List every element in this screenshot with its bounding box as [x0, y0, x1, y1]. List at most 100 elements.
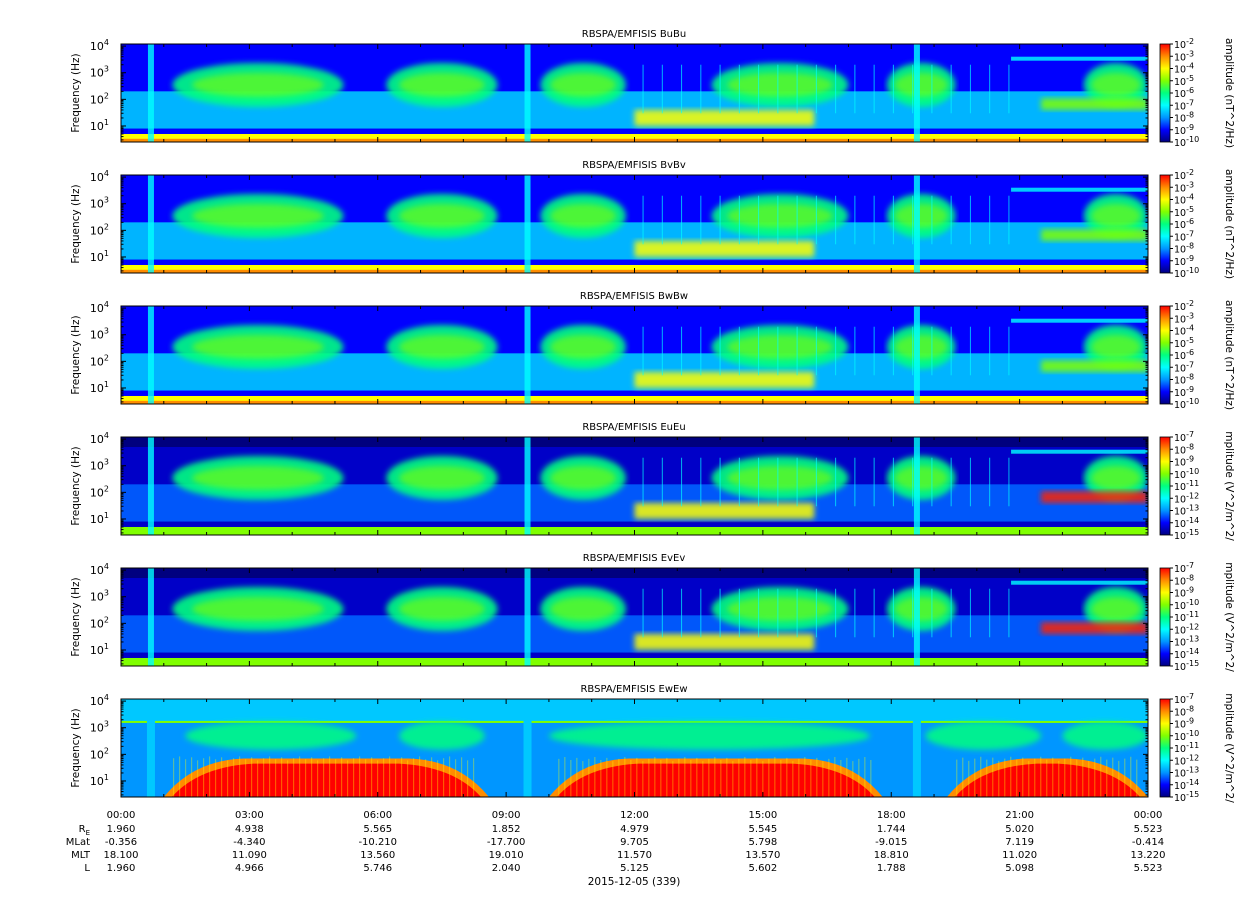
ephemeris-value: 5.523 [1134, 824, 1163, 835]
time-axis: 00:00 03:00 06:00 09:00 12:00 15:00 18:00 21:00… [107, 810, 1163, 821]
colorbar: 10-710-810-910-1010-1110-1210-1310-1410-… [1159, 561, 1235, 673]
ephemeris-value: 5.523 [1134, 863, 1163, 874]
panel-1: RBSPA/EMFISIS BvBv 101 102 103 104 Frequency … [70, 160, 1235, 280]
y-axis-label: Frequency (Hz) [70, 446, 82, 525]
panel-title: RBSPA/EMFISIS EuEu [582, 422, 685, 433]
ephemeris-row-label: RE [79, 824, 90, 837]
panel-3: RBSPA/EMFISIS EuEu 101 102 103 104 Frequency … [70, 422, 1235, 542]
spectrogram-image [121, 437, 1148, 535]
x-tick-label: 06:00 [363, 810, 392, 821]
ephemeris-value: 5.798 [749, 837, 778, 848]
colorbar: 10-210-310-410-510-610-710-810-910-10 amp… [1159, 168, 1235, 280]
ephemeris-value: 1.960 [107, 863, 136, 874]
colorbar-tick-label: 10-10 [1174, 266, 1199, 280]
colorbar-tick-label: 10-10 [1174, 135, 1199, 149]
colorbar: 10-710-810-910-1010-1110-1210-1310-1410-… [1159, 430, 1235, 542]
spectrogram-image [121, 306, 1148, 404]
ephemeris-value: 18.100 [104, 850, 139, 861]
x-tick-label: 00:00 [1134, 810, 1163, 821]
y-axis-label: Frequency (Hz) [70, 708, 82, 787]
y-tick-label: 103 [90, 196, 109, 211]
y-tick-label: 101 [90, 642, 109, 657]
colorbar-tick-label: 10-15 [1174, 528, 1199, 542]
ephemeris-value: 19.010 [489, 850, 524, 861]
ephemeris-value: -10.210 [358, 837, 397, 848]
ephemeris-value: 13.220 [1131, 850, 1166, 861]
ephemeris-value: 1.852 [492, 824, 521, 835]
y-tick-label: 101 [90, 249, 109, 264]
ephemeris-value: 1.960 [107, 824, 136, 835]
colorbar-label: mplitude (V^2/m^2/ [1223, 431, 1235, 541]
ephemeris-value: 5.602 [749, 863, 778, 874]
ephemeris-value: 2.040 [492, 863, 521, 874]
ephemeris-value: 5.098 [1005, 863, 1034, 874]
y-tick-label: 103 [90, 65, 109, 80]
y-tick-label: 104 [90, 562, 109, 577]
x-tick-label: 21:00 [1005, 810, 1034, 821]
y-tick-label: 102 [90, 222, 109, 237]
spectrogram-image [121, 699, 1148, 797]
y-axis-label: Frequency (Hz) [70, 315, 82, 394]
colorbar-label: mplitude (V^2/m^2/ [1223, 562, 1235, 672]
colorbar-tick-label: 10-15 [1174, 790, 1199, 804]
ephemeris-row-label: MLat [66, 837, 90, 848]
colorbar-label: amplitude (nT^2/Hz) [1223, 38, 1235, 148]
panel-0: RBSPA/EMFISIS BuBu 101 102 103 104 Frequency … [70, 29, 1235, 149]
panel-title: RBSPA/EMFISIS BvBv [582, 160, 686, 171]
y-tick-label: 102 [90, 353, 109, 368]
y-tick-label: 104 [90, 431, 109, 446]
y-tick-label: 101 [90, 118, 109, 133]
ephemeris-value: 13.560 [360, 850, 395, 861]
spectrogram-image [121, 568, 1148, 666]
ephemeris-row-label: L [84, 863, 90, 874]
y-tick-label: 103 [90, 458, 109, 473]
x-tick-label: 15:00 [748, 810, 777, 821]
ephemeris-value: 4.979 [620, 824, 649, 835]
panel-2: RBSPA/EMFISIS BwBw 101 102 103 104 Frequency … [70, 291, 1235, 411]
panel-title: RBSPA/EMFISIS EvEv [583, 553, 686, 564]
y-tick-label: 104 [90, 169, 109, 184]
ephemeris-value: 5.125 [620, 863, 649, 874]
ephemeris-value: 7.119 [1005, 837, 1034, 848]
ephemeris-value: 4.966 [235, 863, 264, 874]
ephemeris-value: 18.810 [874, 850, 909, 861]
ephemeris-value: 5.746 [363, 863, 392, 874]
ephemeris-value: 1.744 [877, 824, 906, 835]
x-tick-label: 09:00 [492, 810, 521, 821]
x-tick-label: 18:00 [877, 810, 906, 821]
colorbar-label: mplitude (V^2/m^2/ [1223, 693, 1235, 803]
colorbar-tick-label: 10-10 [1174, 397, 1199, 411]
y-tick-label: 103 [90, 720, 109, 735]
y-axis-label: Frequency (Hz) [70, 184, 82, 263]
y-tick-label: 104 [90, 693, 109, 708]
ephemeris-row-label: MLT [71, 850, 91, 861]
panel-title: RBSPA/EMFISIS EwEw [580, 684, 687, 695]
colorbar-tick-label: 10-15 [1174, 659, 1199, 673]
panel-4: RBSPA/EMFISIS EvEv 101 102 103 104 Frequency … [70, 553, 1235, 673]
y-tick-label: 102 [90, 91, 109, 106]
ephemeris-value: 13.570 [745, 850, 780, 861]
y-tick-label: 102 [90, 746, 109, 761]
spectrogram-image [121, 44, 1148, 142]
y-axis-label: Frequency (Hz) [70, 577, 82, 656]
colorbar: 10-710-810-910-1010-1110-1210-1310-1410-… [1159, 692, 1235, 804]
ephemeris-value: 11.090 [232, 850, 267, 861]
ephemeris-value: -0.414 [1132, 837, 1164, 848]
y-tick-label: 102 [90, 615, 109, 630]
y-tick-label: 102 [90, 484, 109, 499]
y-tick-label: 101 [90, 773, 109, 788]
ephemeris-value: 5.020 [1005, 824, 1034, 835]
ephemeris-value: -0.356 [105, 837, 137, 848]
y-tick-label: 104 [90, 300, 109, 315]
ephemeris-value: 1.788 [877, 863, 906, 874]
ephemeris-value: 5.545 [749, 824, 778, 835]
ephemeris-value: 4.938 [235, 824, 264, 835]
x-tick-label: 00:00 [107, 810, 136, 821]
panel-title: RBSPA/EMFISIS BwBw [580, 291, 688, 302]
colorbar: 10-210-310-410-510-610-710-810-910-10 amp… [1159, 299, 1235, 411]
y-tick-label: 103 [90, 589, 109, 604]
colorbar: 10-210-310-410-510-610-710-810-910-10 amp… [1159, 37, 1235, 149]
panel-title: RBSPA/EMFISIS BuBu [582, 29, 686, 40]
y-tick-label: 104 [90, 38, 109, 53]
